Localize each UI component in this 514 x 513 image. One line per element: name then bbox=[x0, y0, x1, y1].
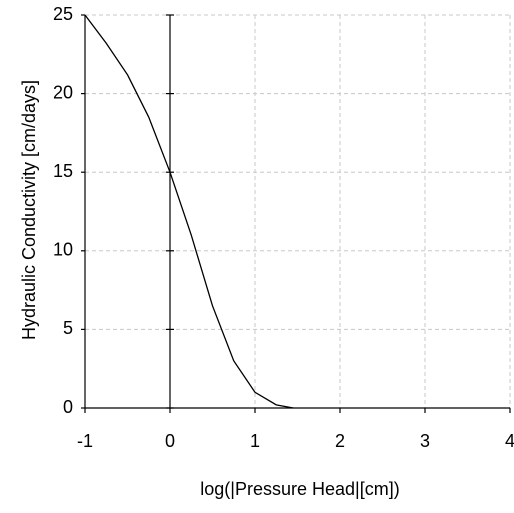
y-tick-label: 0 bbox=[63, 397, 73, 417]
x-tick-label: 4 bbox=[505, 431, 514, 451]
y-tick-label: 15 bbox=[53, 161, 73, 181]
x-tick-label: 0 bbox=[165, 431, 175, 451]
line-series bbox=[84, 14, 294, 409]
x-axis-label: log(|Pressure Head|[cm]) bbox=[200, 479, 399, 499]
y-tick-label: 5 bbox=[63, 318, 73, 338]
y-axis-label: Hydraulic Conductivity [cm/days] bbox=[19, 80, 39, 340]
y-tick-label: 20 bbox=[53, 82, 73, 102]
y-tick-label: 25 bbox=[53, 4, 73, 24]
x-tick-label: 3 bbox=[420, 431, 430, 451]
x-tick-label: 1 bbox=[250, 431, 260, 451]
x-tick-label: 2 bbox=[335, 431, 345, 451]
x-tick-label: -1 bbox=[77, 431, 93, 451]
y-tick-label: 10 bbox=[53, 240, 73, 260]
